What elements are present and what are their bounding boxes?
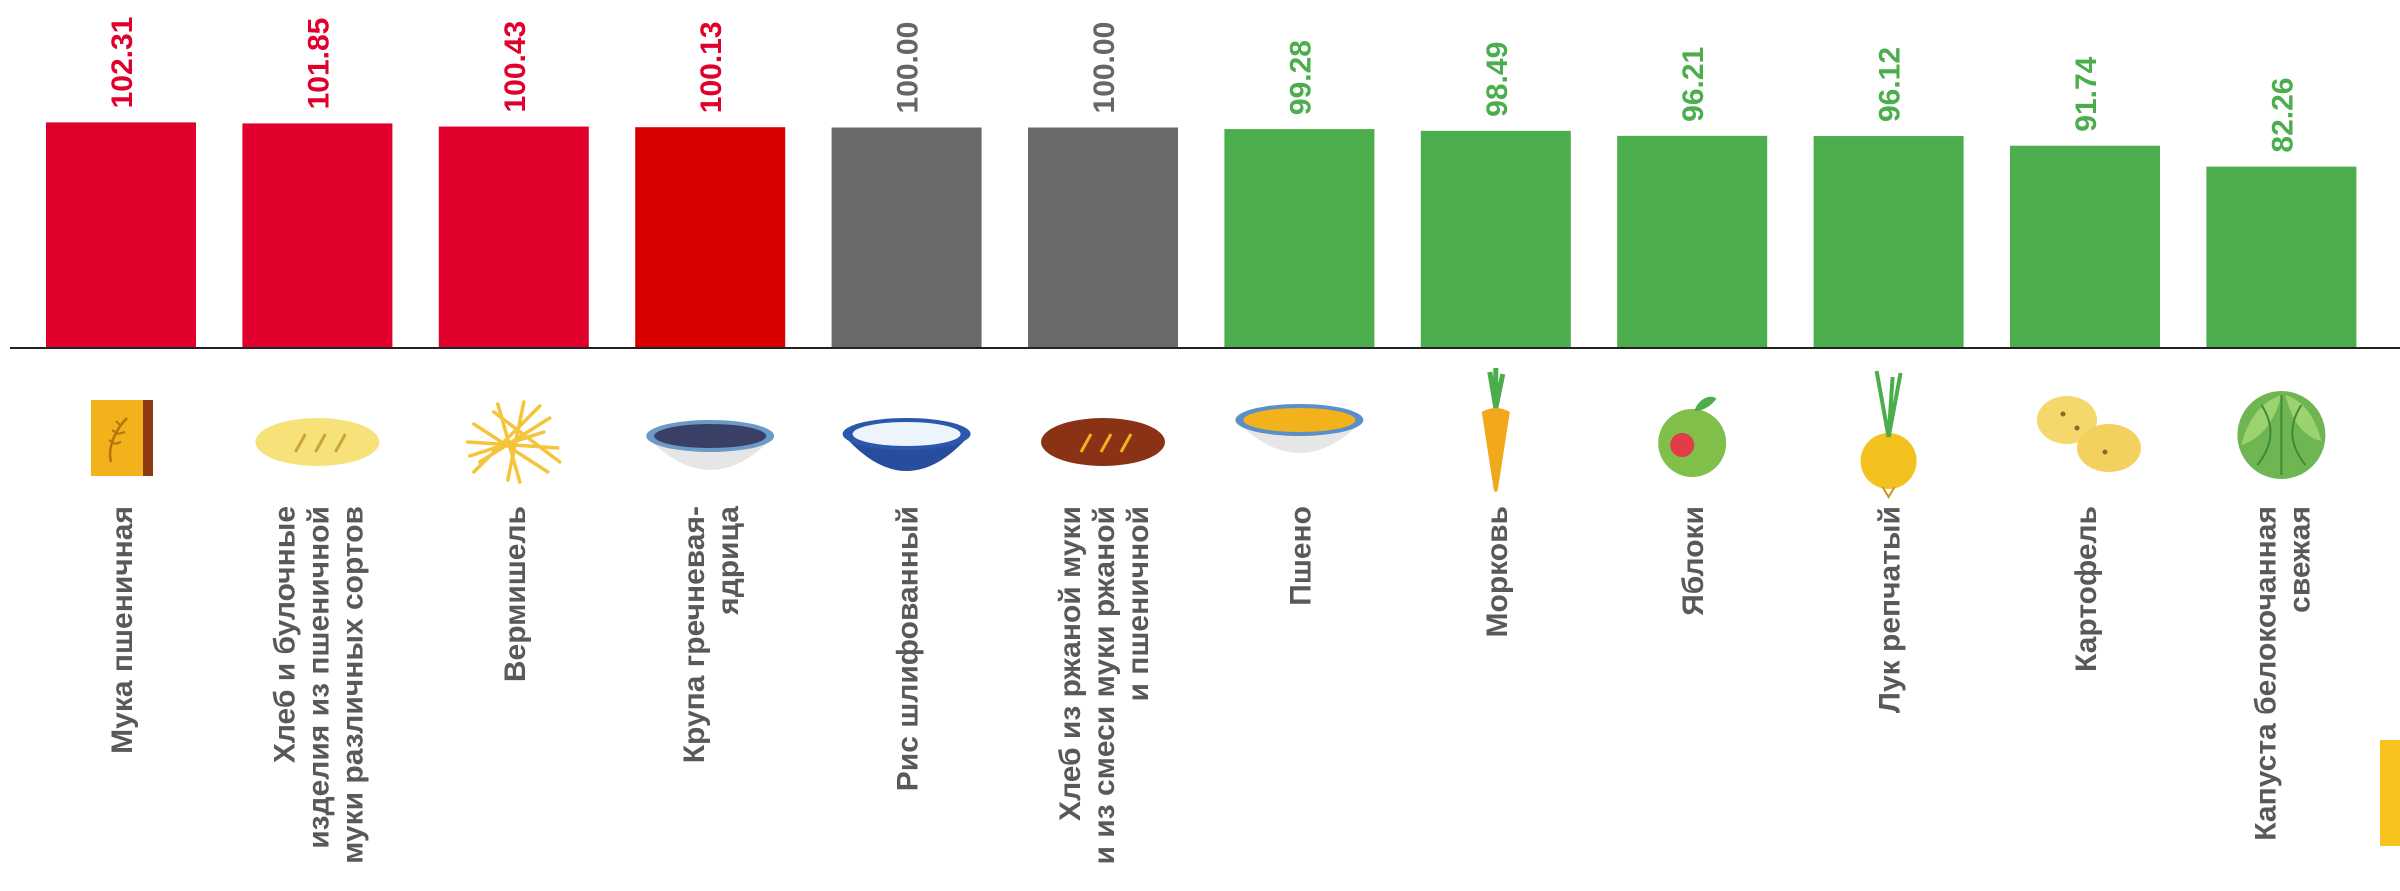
apple-icon <box>1658 396 1727 477</box>
bar <box>831 127 982 348</box>
category-label: Крупа гречневая-ядрица <box>678 506 745 764</box>
bar <box>1420 130 1571 348</box>
bar <box>1028 127 1178 348</box>
value-label: 91.74 <box>2070 56 2103 131</box>
carrot-icon <box>1481 368 1510 492</box>
side-tab[interactable] <box>2380 740 2400 846</box>
value-label: 100.00 <box>1088 22 1121 114</box>
onion-icon <box>1860 370 1917 499</box>
category-label: Пшено <box>1284 506 1317 606</box>
value-label: 96.21 <box>1677 47 1710 122</box>
bar <box>2010 145 2160 348</box>
bar <box>1617 135 1768 348</box>
cabbage-icon <box>2237 391 2326 479</box>
bar <box>46 122 196 349</box>
category-label: Хлеб из ржаной мукии из смеси муки ржано… <box>1054 506 1155 865</box>
category-label: Рис шлифованный <box>892 506 925 791</box>
category-label: Хлеб и булочныеизделия из пшеничноймуки … <box>268 506 369 864</box>
category-labels: Мука пшеничная Хлеб и булочныеизделия из … <box>106 506 2316 865</box>
bar <box>242 123 393 348</box>
value-labels: 102.31 101.85 100.43 100.13 100.00 100.00 99.2… <box>106 17 2299 153</box>
category-label: Вермишель <box>499 506 532 682</box>
bar <box>438 126 589 348</box>
bar <box>2206 166 2357 348</box>
value-label: 101.85 <box>302 18 335 110</box>
value-label: 100.43 <box>499 21 532 113</box>
bar <box>635 127 786 349</box>
value-label: 98.49 <box>1481 42 1514 117</box>
value-label: 99.28 <box>1284 40 1317 115</box>
potato-icon <box>2037 396 2141 472</box>
wheat-loaf-icon <box>255 418 380 466</box>
buckwheat-bowl-icon <box>646 420 775 470</box>
bar <box>1813 136 1964 348</box>
category-label: Яблоки <box>1677 506 1710 616</box>
bar <box>1224 129 1375 348</box>
vermicelli-icon <box>466 400 562 484</box>
category-label: Картофель <box>2070 506 2103 672</box>
category-icons <box>91 368 2326 499</box>
flour-bag-icon <box>91 400 153 476</box>
millet-bowl-icon <box>1235 404 1364 453</box>
category-label: Лук репчатый <box>1874 506 1907 713</box>
value-label: 100.13 <box>695 21 728 113</box>
category-label: Капуста белокочаннаясвежая <box>2249 506 2316 841</box>
rye-bread-icon <box>1041 418 1165 466</box>
value-label: 82.26 <box>2266 78 2299 153</box>
category-label: Морковь <box>1481 506 1514 637</box>
category-label: Мука пшеничная <box>106 506 139 754</box>
value-label: 96.12 <box>1874 47 1907 122</box>
value-label: 102.31 <box>106 17 139 109</box>
rice-bowl-icon <box>842 418 971 471</box>
value-label: 100.00 <box>892 22 925 114</box>
bars <box>46 122 2357 349</box>
